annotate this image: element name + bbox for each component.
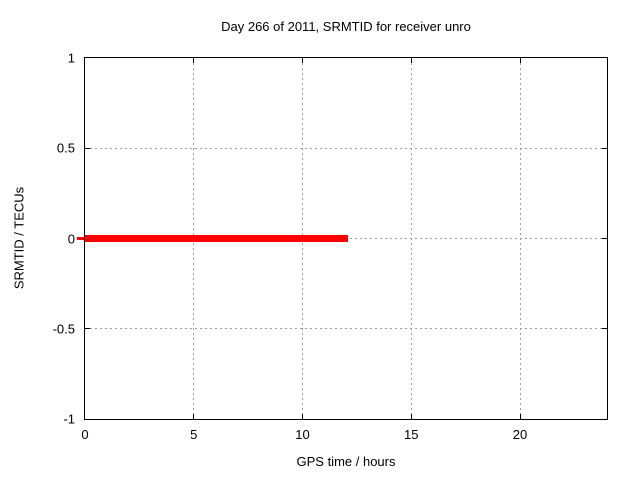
x-tick-mark-top [519, 58, 521, 63]
y-tick-label: -0.5 [52, 321, 75, 337]
x-axis-label: GPS time / hours [296, 454, 396, 469]
chart-title: Day 266 of 2011, SRMTID for receiver unr… [221, 19, 471, 34]
y-tick-label: 0.5 [56, 140, 75, 156]
x-tick-label: 5 [190, 427, 198, 442]
x-tick-mark-top [302, 58, 303, 63]
series-line-srmtid [85, 235, 349, 242]
x-tick-mark-bottom [302, 414, 303, 419]
y-tick-mark-right [602, 147, 607, 149]
x-tick-label: 20 [512, 427, 528, 442]
y-gridline [85, 147, 607, 149]
y-tick-label: 0 [67, 231, 75, 246]
x-tick-label: 15 [404, 427, 419, 442]
plot-area [77, 57, 608, 420]
y-tick-mark-left [85, 328, 90, 330]
y-tick-label: -1 [63, 411, 75, 427]
x-tick-mark-top [193, 58, 195, 63]
y-gridline [85, 328, 607, 330]
y-tick-mark-left [85, 147, 90, 149]
x-tick-label: 0 [81, 427, 89, 442]
y-axis-label: SRMTID / TECUs [11, 186, 27, 290]
x-tick-mark-bottom [519, 414, 521, 419]
y-tick-mark-right [602, 238, 607, 239]
y-tick-label: 1 [67, 50, 75, 66]
y-tick-mark-right [602, 328, 607, 330]
series-start-cap [77, 237, 84, 240]
x-tick-mark-bottom [410, 414, 412, 419]
x-tick-mark-top [410, 58, 412, 63]
x-tick-mark-bottom [193, 414, 195, 419]
x-tick-label: 10 [295, 427, 310, 442]
